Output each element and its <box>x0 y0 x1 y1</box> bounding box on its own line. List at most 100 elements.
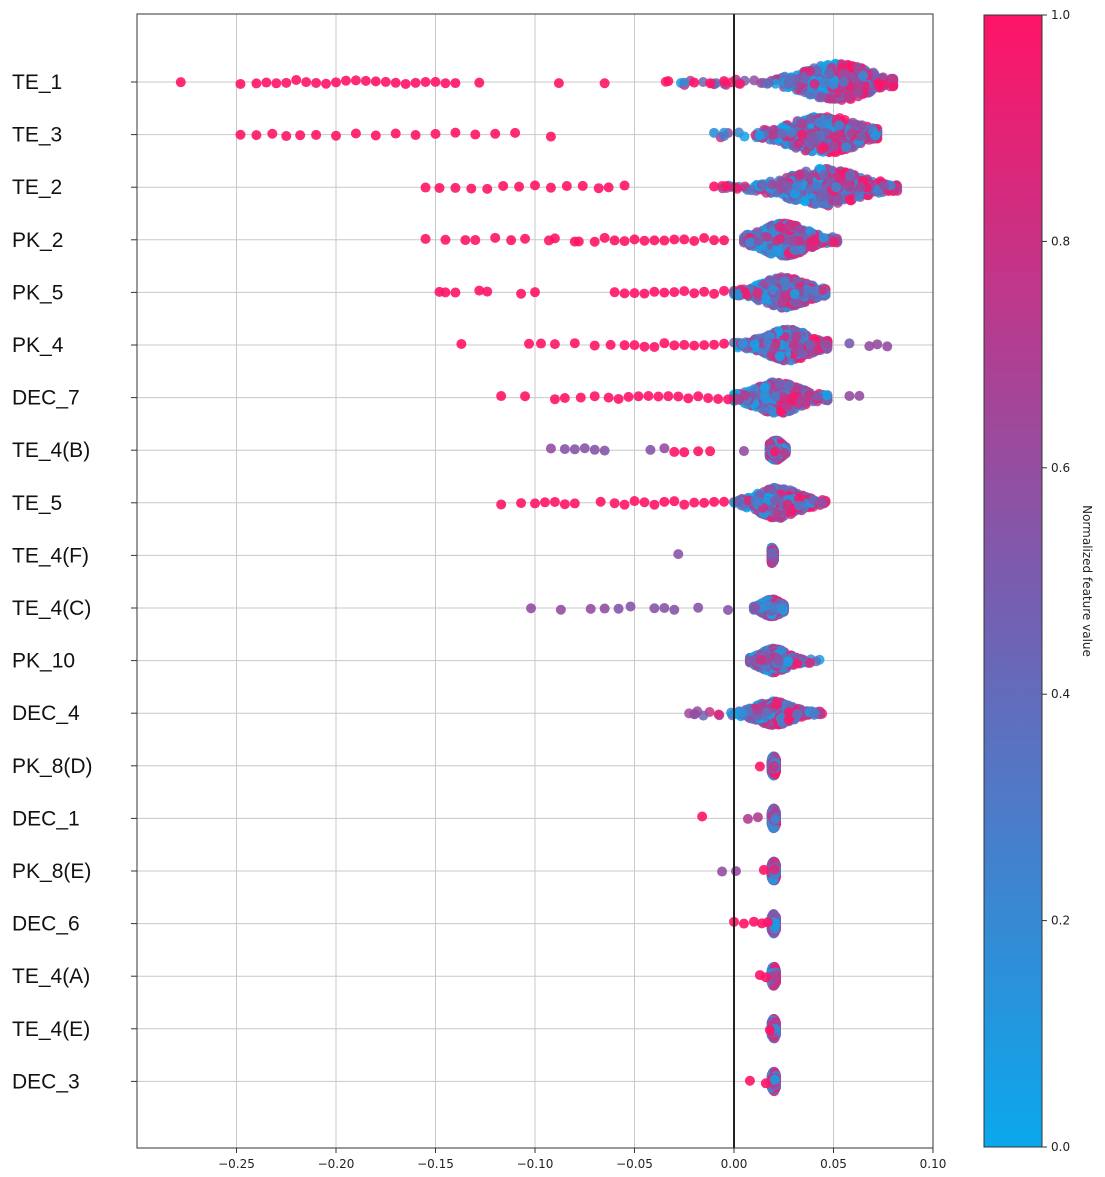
data-point <box>854 391 864 401</box>
data-point <box>291 75 301 85</box>
data-point <box>590 445 600 455</box>
data-point <box>812 180 822 190</box>
data-point <box>838 69 848 79</box>
data-point <box>550 339 560 349</box>
data-point <box>786 128 796 138</box>
data-point <box>709 340 719 350</box>
data-point <box>639 497 649 507</box>
data-point <box>620 288 630 298</box>
data-point <box>470 130 480 140</box>
data-point <box>460 235 470 245</box>
data-point <box>719 497 729 507</box>
data-point <box>440 235 450 245</box>
data-point <box>804 172 814 182</box>
data-point <box>679 447 689 457</box>
data-point <box>669 496 679 506</box>
data-point <box>570 338 580 348</box>
data-point <box>630 340 640 350</box>
data-point <box>510 128 520 138</box>
data-point <box>600 446 610 456</box>
data-point <box>550 394 560 404</box>
data-point <box>560 444 570 454</box>
data-point <box>705 78 715 88</box>
data-point <box>679 286 689 296</box>
data-point <box>295 130 305 140</box>
data-point <box>431 129 441 139</box>
data-point <box>753 497 763 507</box>
data-point <box>739 132 749 142</box>
data-point <box>498 181 508 191</box>
data-point <box>739 446 749 456</box>
data-point <box>371 76 381 86</box>
data-point <box>721 181 731 191</box>
data-point <box>610 235 620 245</box>
data-point <box>659 443 669 453</box>
data-point <box>301 77 311 87</box>
points-layer <box>176 59 902 1096</box>
data-point <box>805 66 815 76</box>
data-point <box>719 339 729 349</box>
data-point <box>516 289 526 299</box>
data-point <box>251 130 261 140</box>
data-point <box>855 182 865 192</box>
data-point <box>411 78 421 88</box>
data-point <box>482 184 492 194</box>
data-point <box>793 182 803 192</box>
data-point <box>754 236 764 246</box>
data-point <box>679 500 689 510</box>
data-point <box>758 180 768 190</box>
data-point <box>466 184 476 194</box>
data-point <box>450 78 460 88</box>
data-point <box>810 79 820 89</box>
data-point <box>669 340 679 350</box>
data-point <box>267 129 277 139</box>
data-point <box>709 235 719 245</box>
data-point <box>514 182 524 192</box>
data-point <box>723 394 733 404</box>
data-point <box>590 237 600 247</box>
data-point <box>516 498 526 508</box>
data-point <box>794 139 804 149</box>
data-point <box>857 120 867 130</box>
data-point <box>554 78 564 88</box>
data-point <box>570 444 580 454</box>
data-point <box>470 235 480 245</box>
data-point <box>780 290 790 300</box>
data-point <box>649 500 659 510</box>
data-point <box>456 339 466 349</box>
data-point <box>673 391 683 401</box>
data-point <box>791 332 801 342</box>
data-point <box>703 393 713 403</box>
data-point <box>693 446 703 456</box>
data-point <box>546 443 556 453</box>
data-point <box>841 143 851 153</box>
data-point <box>844 182 854 192</box>
data-point <box>699 340 709 350</box>
data-point <box>530 180 540 190</box>
data-point <box>789 289 799 299</box>
data-point <box>813 391 823 401</box>
data-point <box>845 172 855 182</box>
data-point <box>321 79 331 89</box>
data-point <box>645 445 655 455</box>
data-point <box>371 130 381 140</box>
data-point <box>580 443 590 453</box>
data-point <box>750 339 760 349</box>
data-point <box>578 181 588 191</box>
data-point <box>779 448 789 458</box>
data-point <box>630 234 640 244</box>
data-point <box>782 181 792 191</box>
data-point <box>620 181 630 191</box>
data-point <box>689 341 699 351</box>
data-point <box>261 78 271 88</box>
data-point <box>819 78 829 88</box>
data-point <box>496 499 506 509</box>
data-point <box>689 288 699 298</box>
data-point <box>839 77 849 87</box>
data-point <box>351 128 361 138</box>
data-point <box>767 548 777 558</box>
data-point <box>669 235 679 245</box>
data-point <box>807 237 817 247</box>
data-point <box>755 130 765 140</box>
